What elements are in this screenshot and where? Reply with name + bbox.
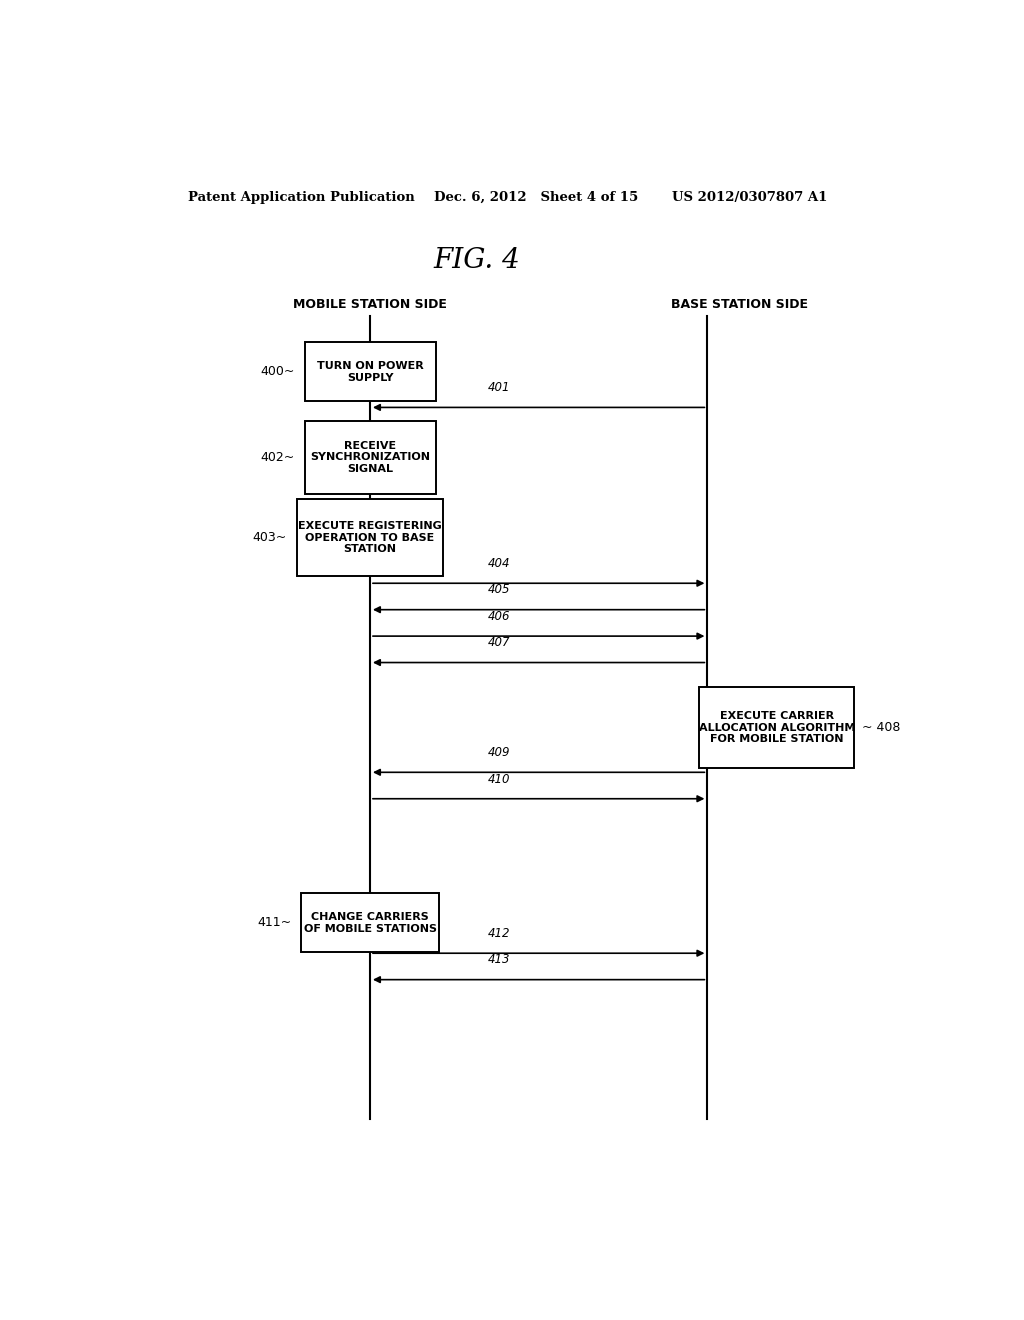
Text: ~ 408: ~ 408	[862, 721, 900, 734]
Text: Patent Application Publication: Patent Application Publication	[187, 190, 415, 203]
Text: 401: 401	[488, 381, 511, 395]
Text: 411~: 411~	[257, 916, 291, 929]
Bar	[304, 342, 435, 401]
Text: 410: 410	[488, 772, 511, 785]
Text: FIG. 4: FIG. 4	[434, 247, 520, 273]
Text: 412: 412	[488, 927, 511, 940]
Text: TURN ON POWER
SUPPLY: TURN ON POWER SUPPLY	[316, 362, 423, 383]
Text: 404: 404	[488, 557, 511, 570]
Text: 405: 405	[488, 583, 511, 597]
Text: US 2012/0307807 A1: US 2012/0307807 A1	[672, 190, 827, 203]
Text: 407: 407	[488, 636, 511, 649]
Text: 400~: 400~	[261, 366, 295, 379]
Text: 403~: 403~	[253, 531, 287, 544]
Bar	[699, 686, 854, 768]
Text: 413: 413	[488, 953, 511, 966]
Bar	[304, 421, 435, 494]
Text: EXECUTE REGISTERING
OPERATION TO BASE
STATION: EXECUTE REGISTERING OPERATION TO BASE ST…	[298, 521, 442, 554]
Text: EXECUTE CARRIER
ALLOCATION ALGORITHM
FOR MOBILE STATION: EXECUTE CARRIER ALLOCATION ALGORITHM FOR…	[698, 711, 855, 744]
Bar	[301, 894, 439, 952]
Text: 406: 406	[488, 610, 511, 623]
Text: BASE STATION SIDE: BASE STATION SIDE	[671, 298, 808, 312]
Text: 409: 409	[488, 746, 511, 759]
Bar	[297, 499, 443, 576]
Text: RECEIVE
SYNCHRONIZATION
SIGNAL: RECEIVE SYNCHRONIZATION SIGNAL	[310, 441, 430, 474]
Text: Dec. 6, 2012   Sheet 4 of 15: Dec. 6, 2012 Sheet 4 of 15	[433, 190, 638, 203]
Text: CHANGE CARRIERS
OF MOBILE STATIONS: CHANGE CARRIERS OF MOBILE STATIONS	[303, 912, 436, 933]
Text: MOBILE STATION SIDE: MOBILE STATION SIDE	[293, 298, 447, 312]
Text: 402~: 402~	[261, 450, 295, 463]
